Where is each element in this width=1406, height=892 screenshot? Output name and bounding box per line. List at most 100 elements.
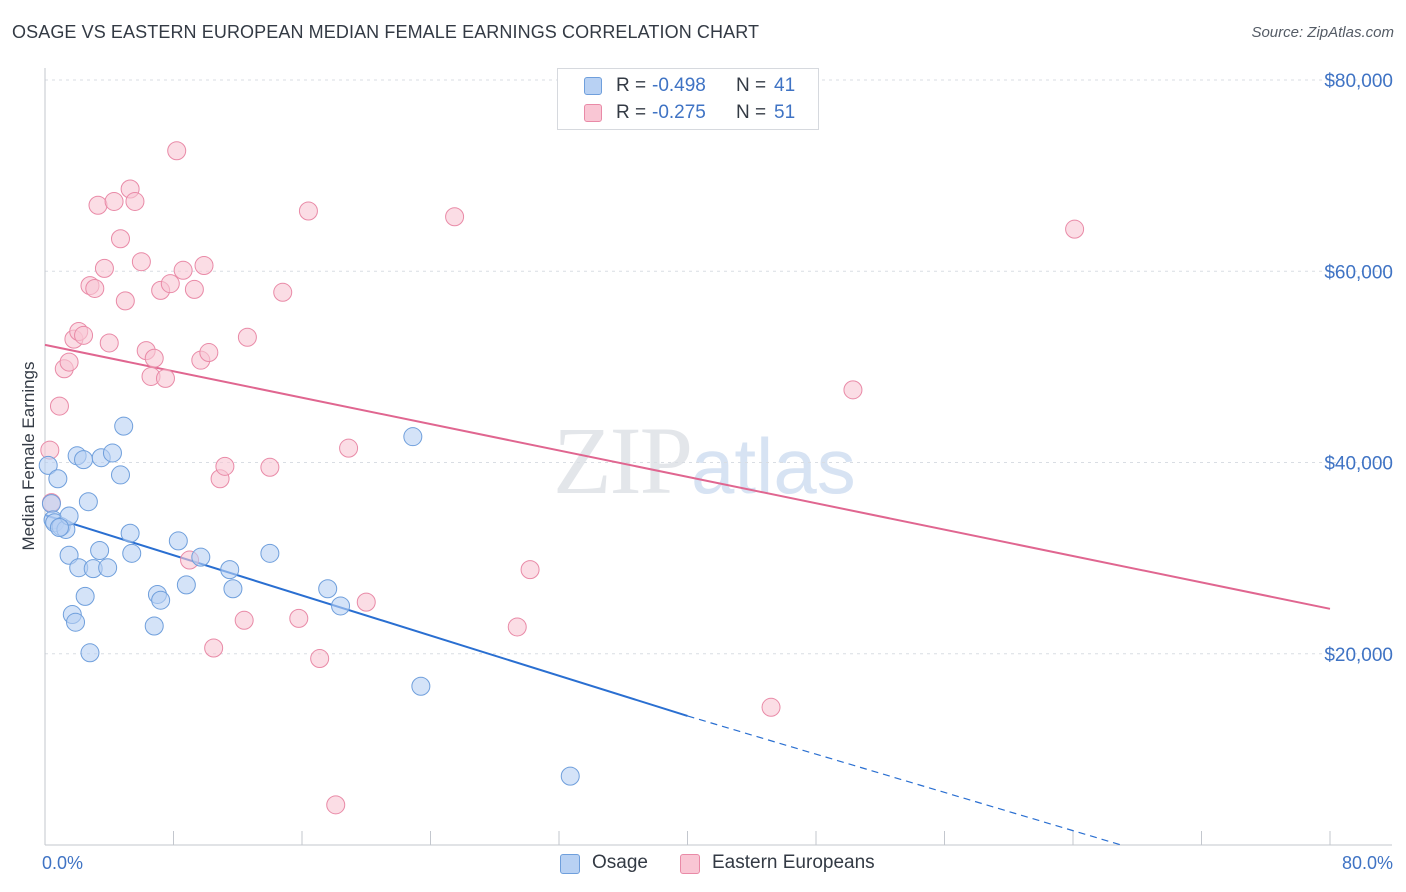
bottom-legend-label-eastern-europeans: Eastern Europeans <box>712 852 875 873</box>
data-point-osage <box>102 443 122 463</box>
trend-lines <box>44 343 1331 846</box>
data-point-eastern-europeans <box>160 274 180 294</box>
bottom-legend-swatch-eastern-europeans <box>680 854 700 874</box>
data-point-osage <box>114 416 134 436</box>
data-point-osage <box>38 455 58 475</box>
data-point-osage <box>48 469 68 489</box>
data-point-osage <box>220 560 240 580</box>
data-point-eastern-europeans <box>115 291 135 311</box>
watermark: ZIPatlas <box>553 405 856 516</box>
source-label: Source: ZipAtlas.com <box>1251 24 1394 41</box>
data-point-osage <box>49 518 69 538</box>
correlation-legend: R = -0.498 N = 41 R = -0.275 N = 51 <box>557 68 819 130</box>
legend-n-label: N = <box>736 102 767 123</box>
data-point-osage <box>90 540 110 560</box>
data-point-osage <box>411 676 431 696</box>
data-point-osage <box>560 766 580 786</box>
tick-labels: $20,000 $40,000 $60,000 $80,000 0.0% 80.0% Med… <box>19 71 1393 873</box>
y-tick-label: $60,000 <box>1324 262 1393 283</box>
data-point-eastern-europeans <box>356 592 376 612</box>
legend-swatch-eastern-europeans <box>584 104 602 122</box>
data-point-osage <box>191 547 211 567</box>
bottom-legend-swatch-osage <box>560 854 580 874</box>
data-point-eastern-europeans <box>49 396 69 416</box>
axes <box>44 68 1392 846</box>
data-point-eastern-europeans <box>520 560 540 580</box>
legend-r-label: R = <box>616 102 647 123</box>
data-point-osage <box>75 586 95 606</box>
data-point-eastern-europeans <box>59 352 79 372</box>
data-point-osage <box>98 558 118 578</box>
data-point-eastern-europeans <box>85 278 105 298</box>
data-point-osage <box>120 523 140 543</box>
data-point-eastern-europeans <box>184 279 204 299</box>
data-point-eastern-europeans <box>99 333 119 353</box>
data-point-osage <box>260 543 280 563</box>
x-tick-label-max: 80.0% <box>1342 853 1393 873</box>
y-tick-label: $40,000 <box>1324 454 1393 475</box>
data-point-eastern-europeans <box>194 256 214 276</box>
data-point-eastern-europeans <box>310 649 330 669</box>
data-point-osage <box>78 492 98 512</box>
data-point-eastern-europeans <box>237 327 257 347</box>
data-point-eastern-europeans <box>125 191 145 211</box>
legend-r-value: -0.275 <box>652 102 706 123</box>
data-point-eastern-europeans <box>199 343 219 363</box>
watermark-zip: ZIP <box>553 407 693 514</box>
chart-title: OSAGE VS EASTERN EUROPEAN MEDIAN FEMALE … <box>12 22 760 42</box>
legend-n-value: 51 <box>774 102 796 123</box>
data-point-eastern-europeans <box>104 191 124 211</box>
data-point-eastern-europeans <box>94 258 114 278</box>
data-point-eastern-europeans <box>204 638 224 658</box>
data-point-osage <box>74 450 94 470</box>
data-point-eastern-europeans <box>110 229 130 249</box>
y-tick-label: $80,000 <box>1324 71 1393 92</box>
data-point-eastern-europeans <box>843 380 863 400</box>
data-point-eastern-europeans <box>215 456 235 476</box>
legend-swatch-osage <box>584 77 602 95</box>
data-point-eastern-europeans <box>234 610 254 630</box>
data-point-osage <box>41 494 61 514</box>
data-point-eastern-europeans <box>507 617 527 637</box>
legend-n-label: N = <box>736 75 767 96</box>
data-point-osage <box>110 465 130 485</box>
data-point-eastern-europeans <box>173 260 193 280</box>
data-point-osage <box>168 531 188 551</box>
data-point-osage <box>80 643 100 663</box>
data-point-eastern-europeans <box>273 282 293 302</box>
data-point-eastern-europeans <box>298 201 318 221</box>
data-point-eastern-europeans <box>131 252 151 272</box>
data-point-osage <box>122 543 142 563</box>
data-point-eastern-europeans <box>88 195 108 215</box>
data-point-eastern-europeans <box>339 438 359 458</box>
data-point-eastern-europeans <box>155 368 175 388</box>
data-point-osage <box>151 590 171 610</box>
legend-r-label: R = <box>616 75 647 96</box>
data-point-eastern-europeans <box>445 207 465 227</box>
data-point-eastern-europeans <box>761 697 781 717</box>
data-point-osage <box>223 579 243 599</box>
legend-n-value: 41 <box>774 75 796 96</box>
data-point-eastern-europeans <box>144 348 164 368</box>
trend-line-osage <box>44 514 688 717</box>
data-point-osage <box>318 579 338 599</box>
trend-line-eastern-europeans <box>44 343 1331 610</box>
data-point-osage <box>144 616 164 636</box>
data-point-eastern-europeans <box>1065 219 1085 239</box>
data-point-osage <box>331 596 351 616</box>
data-point-osage <box>403 427 423 447</box>
y-tick-label: $20,000 <box>1324 645 1393 666</box>
y-axis-title: Median Female Earnings <box>19 362 38 551</box>
data-point-eastern-europeans <box>167 141 187 161</box>
grid-lines <box>45 79 1392 655</box>
legend-r-value: -0.498 <box>652 75 706 96</box>
data-point-osage <box>176 575 196 595</box>
data-points <box>38 141 1085 815</box>
data-point-eastern-europeans <box>289 608 309 628</box>
data-point-eastern-europeans <box>74 325 94 345</box>
data-point-osage <box>66 612 86 632</box>
x-tick-label-min: 0.0% <box>42 853 83 873</box>
bottom-legend-label-osage: Osage <box>592 852 648 873</box>
data-point-eastern-europeans <box>326 795 346 815</box>
